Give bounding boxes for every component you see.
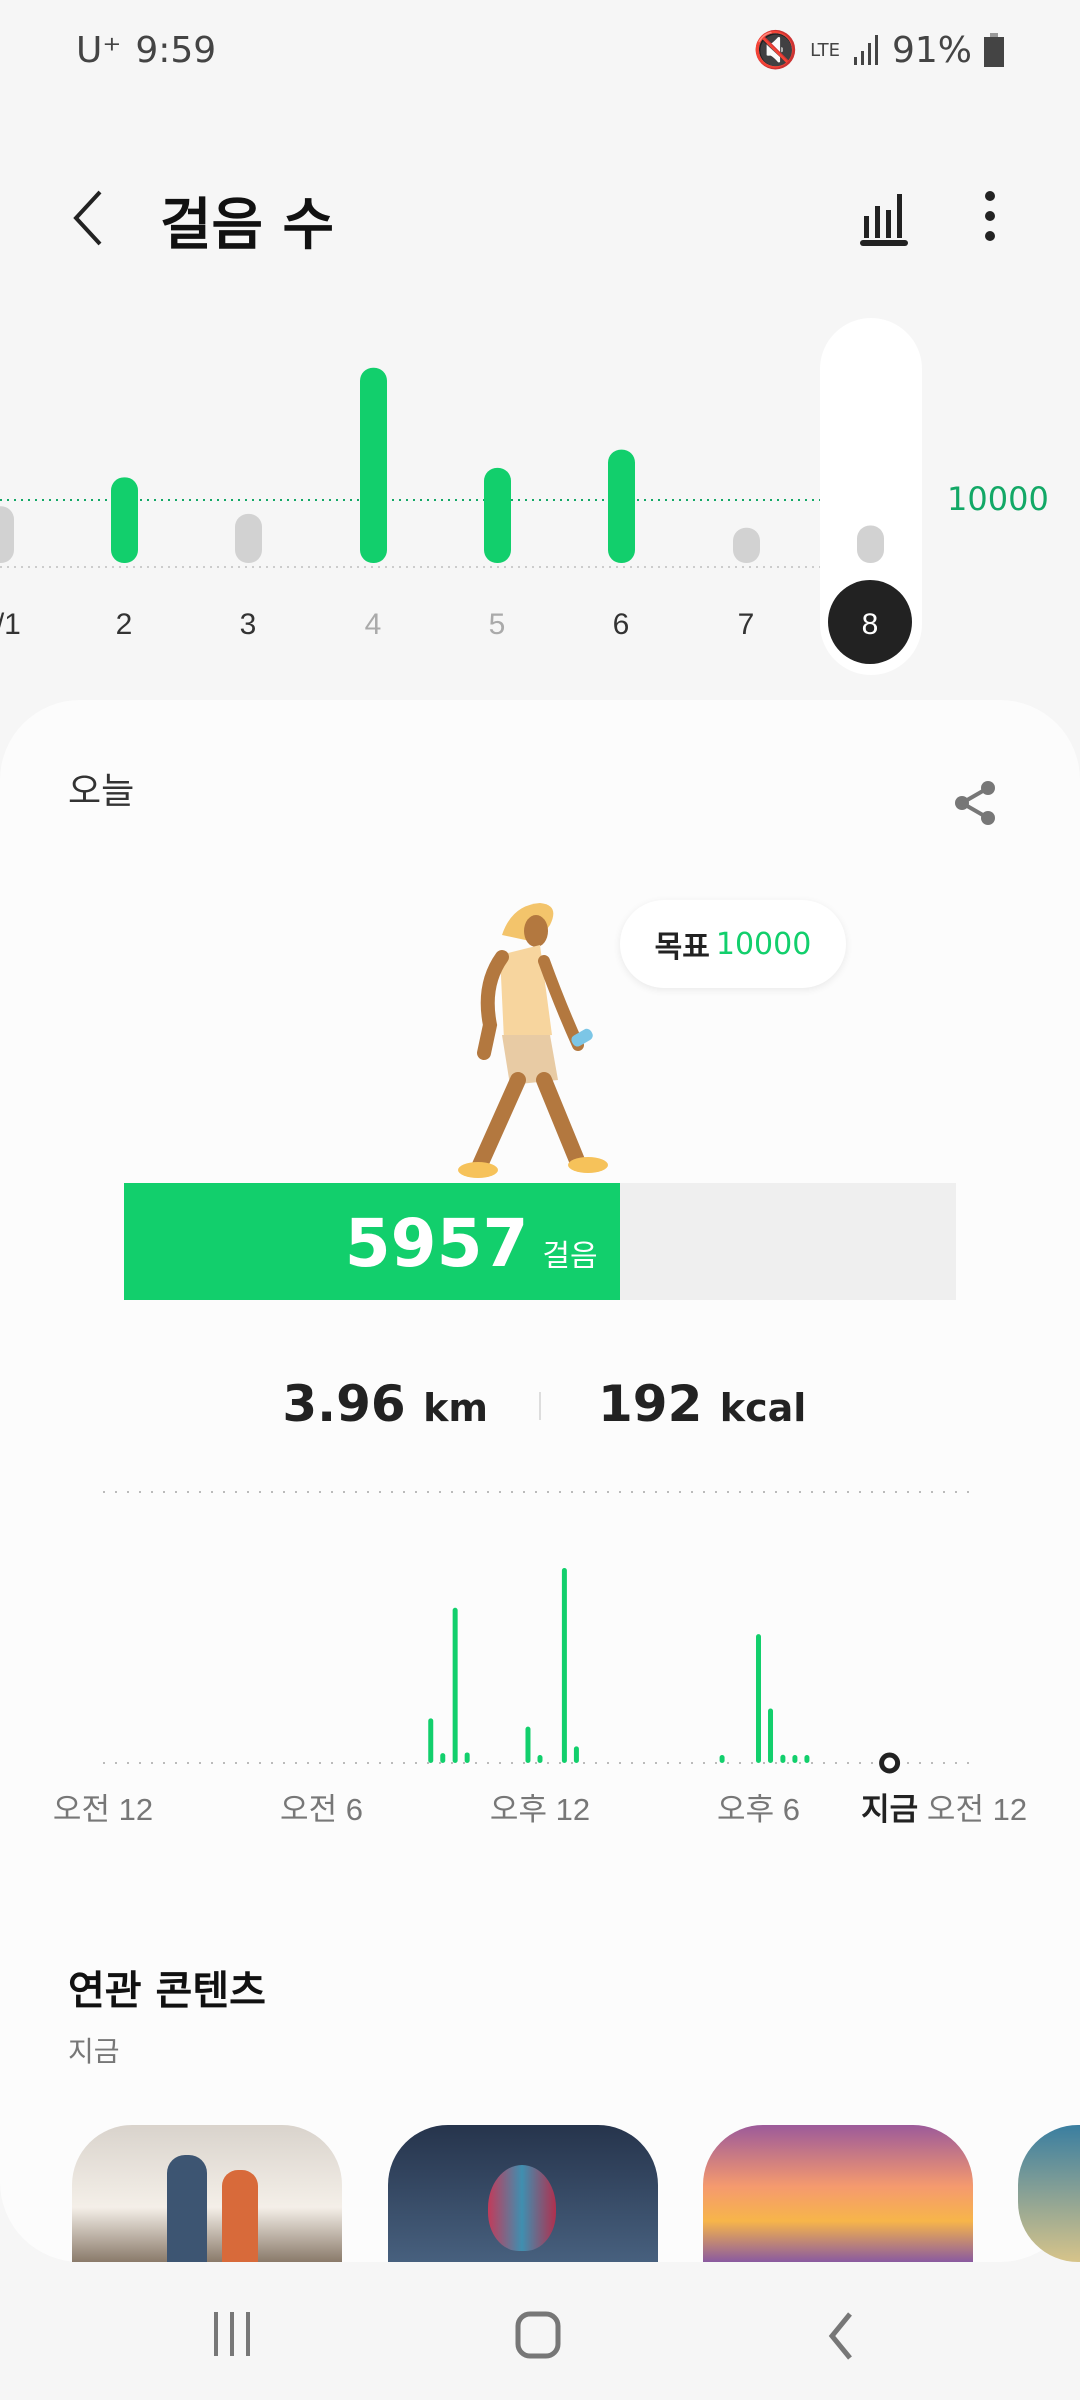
- home-icon[interactable]: [510, 2300, 570, 2370]
- page-title: 걸음 수: [160, 193, 335, 258]
- distance-value: 3.96: [282, 1375, 406, 1433]
- hour-bar: [780, 1754, 786, 1763]
- stat-divider: [539, 1392, 541, 1420]
- calories-unit: kcal: [719, 1386, 807, 1430]
- today-label: 오늘: [68, 771, 135, 812]
- steps-unit: 걸음: [542, 1239, 598, 1274]
- hour-bar: [719, 1755, 725, 1763]
- weekly-steps-chart[interactable]: 2/1 2 3 4 5 6 7 8: [0, 300, 1080, 690]
- day-label: 7: [738, 608, 755, 641]
- hour-bar: [792, 1755, 798, 1763]
- distance-unit: km: [423, 1386, 488, 1430]
- more-vertical-icon[interactable]: [978, 190, 1002, 246]
- hour-bar: [561, 1568, 567, 1763]
- related-item-running[interactable]: [72, 2125, 342, 2262]
- share-icon[interactable]: [950, 778, 1000, 828]
- hour-bar: [440, 1753, 446, 1763]
- runner-silhouette: [222, 2170, 258, 2262]
- hour-bar: [537, 1755, 543, 1763]
- steps-count-group: 5957 걸음: [345, 1205, 598, 1282]
- bar-chart-icon[interactable]: [858, 190, 914, 246]
- steps-progress-bar: 5957 걸음: [124, 1183, 956, 1300]
- mute-vibrate-icon: 🔇: [753, 30, 799, 71]
- selected-day-circle: [828, 580, 912, 664]
- related-subtitle: 지금: [68, 2035, 120, 2068]
- carrier: U⁺: [76, 29, 122, 71]
- calories-stat: 192 kcal: [598, 1375, 806, 1433]
- day-label: 2/1: [0, 608, 21, 641]
- balloon-shape: [488, 2165, 556, 2251]
- day-bar: [608, 449, 635, 563]
- goal-label: 목표: [654, 930, 710, 965]
- day-bar: [0, 506, 14, 563]
- x-tick-label: 오전 12: [927, 1792, 1027, 1827]
- hour-bar: [525, 1726, 531, 1763]
- selected-day-highlight: [820, 318, 922, 675]
- day-bar: [235, 513, 262, 563]
- back-button[interactable]: [70, 190, 106, 246]
- related-title: 연관 콘텐츠: [68, 1968, 266, 2014]
- hourly-steps-chart[interactable]: 오전 12 오전 6 오후 12 오후 6 오전 12 지금: [0, 1480, 1080, 1850]
- walking-person-illustration: [458, 903, 608, 1178]
- hour-bar: [452, 1607, 458, 1763]
- hour-bar: [768, 1708, 774, 1763]
- hour-bar: [756, 1634, 761, 1763]
- recents-icon[interactable]: [210, 2300, 256, 2370]
- now-label: 지금: [861, 1792, 918, 1827]
- status-bar-right: 🔇 LTE 91%: [753, 28, 1004, 72]
- back-icon[interactable]: [820, 2300, 860, 2370]
- hour-bar: [464, 1752, 470, 1763]
- day-label: 6: [613, 608, 630, 641]
- day-bar: [111, 477, 138, 563]
- goal-line-label: 10000: [947, 480, 1049, 518]
- day-bar: [733, 527, 760, 563]
- x-tick-label: 오후 6: [717, 1792, 800, 1827]
- runner-silhouette: [167, 2155, 207, 2262]
- clock: 9:59: [135, 29, 217, 71]
- x-tick-label: 오전 12: [53, 1792, 153, 1827]
- day-bar: [360, 367, 387, 563]
- day-label: 5: [489, 608, 506, 641]
- day-label: 3: [240, 608, 257, 641]
- goal-bubble: 목표 10000: [620, 900, 846, 988]
- related-item-sunset[interactable]: [703, 2125, 973, 2262]
- battery-level: 91%: [891, 29, 972, 71]
- signal-icon: [853, 35, 878, 65]
- steps-count: 5957: [344, 1205, 529, 1282]
- distance-stat: 3.96 km: [282, 1375, 488, 1433]
- calories-value: 192: [598, 1375, 703, 1433]
- hour-bar: [573, 1746, 579, 1763]
- status-bar-left: U⁺ 9:59: [76, 28, 216, 72]
- lte-icon: LTE: [810, 39, 840, 61]
- day-label: 2: [116, 608, 133, 641]
- day-label: 8: [862, 608, 879, 641]
- battery-icon: [984, 33, 1004, 67]
- goal-value: 10000: [715, 926, 812, 962]
- steps-progress-fill: [124, 1183, 620, 1300]
- related-item-balloon[interactable]: [388, 2125, 658, 2262]
- now-marker: [879, 1752, 901, 1774]
- x-tick-label: 오후 12: [490, 1792, 590, 1827]
- hour-bar: [428, 1718, 434, 1763]
- hour-bar: [804, 1755, 810, 1763]
- x-tick-label: 오전 6: [280, 1792, 363, 1827]
- day-label: 4: [365, 608, 382, 641]
- day-bar: [484, 467, 511, 563]
- day-bar: [857, 525, 884, 563]
